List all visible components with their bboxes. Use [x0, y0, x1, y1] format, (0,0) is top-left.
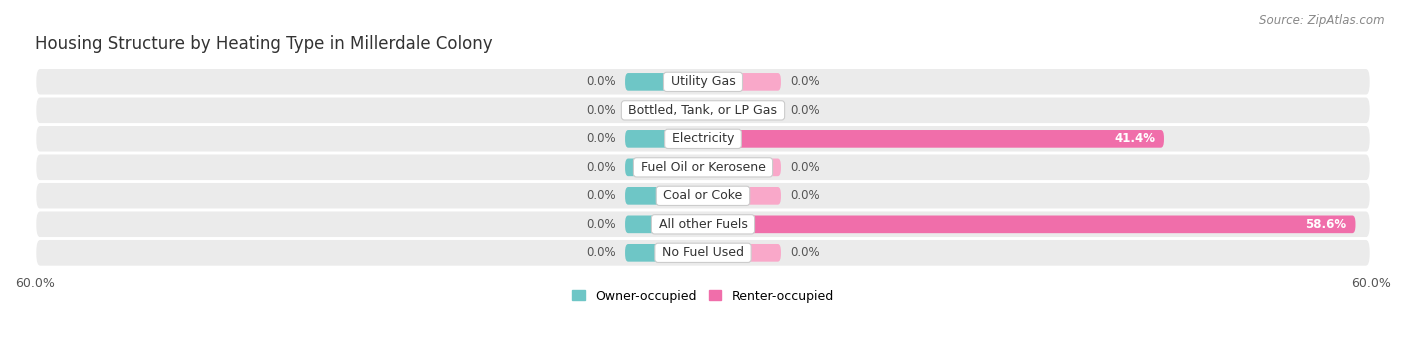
Text: 0.0%: 0.0% — [586, 132, 616, 145]
FancyBboxPatch shape — [703, 73, 780, 91]
Text: 0.0%: 0.0% — [790, 189, 820, 202]
FancyBboxPatch shape — [703, 216, 1355, 233]
FancyBboxPatch shape — [626, 130, 703, 148]
FancyBboxPatch shape — [35, 96, 1371, 124]
Text: 0.0%: 0.0% — [790, 161, 820, 174]
FancyBboxPatch shape — [626, 244, 703, 262]
Legend: Owner-occupied, Renter-occupied: Owner-occupied, Renter-occupied — [572, 290, 834, 302]
FancyBboxPatch shape — [703, 244, 780, 262]
Text: 0.0%: 0.0% — [586, 104, 616, 117]
Text: 0.0%: 0.0% — [790, 246, 820, 259]
Text: 0.0%: 0.0% — [790, 104, 820, 117]
FancyBboxPatch shape — [35, 239, 1371, 267]
Text: 0.0%: 0.0% — [790, 75, 820, 88]
Text: 58.6%: 58.6% — [1305, 218, 1347, 231]
Text: Utility Gas: Utility Gas — [666, 75, 740, 88]
FancyBboxPatch shape — [626, 102, 703, 119]
FancyBboxPatch shape — [626, 73, 703, 91]
FancyBboxPatch shape — [626, 216, 703, 233]
Text: 0.0%: 0.0% — [586, 161, 616, 174]
Text: Fuel Oil or Kerosene: Fuel Oil or Kerosene — [637, 161, 769, 174]
FancyBboxPatch shape — [626, 187, 703, 205]
Text: No Fuel Used: No Fuel Used — [658, 246, 748, 259]
FancyBboxPatch shape — [703, 159, 780, 176]
Text: 0.0%: 0.0% — [586, 75, 616, 88]
Text: Electricity: Electricity — [668, 132, 738, 145]
FancyBboxPatch shape — [703, 187, 780, 205]
Text: Source: ZipAtlas.com: Source: ZipAtlas.com — [1260, 14, 1385, 27]
FancyBboxPatch shape — [35, 182, 1371, 210]
Text: Bottled, Tank, or LP Gas: Bottled, Tank, or LP Gas — [624, 104, 782, 117]
Text: All other Fuels: All other Fuels — [655, 218, 751, 231]
Text: 0.0%: 0.0% — [586, 189, 616, 202]
FancyBboxPatch shape — [35, 210, 1371, 239]
Text: 41.4%: 41.4% — [1114, 132, 1156, 145]
FancyBboxPatch shape — [626, 159, 703, 176]
FancyBboxPatch shape — [703, 130, 1164, 148]
FancyBboxPatch shape — [35, 153, 1371, 182]
Text: Housing Structure by Heating Type in Millerdale Colony: Housing Structure by Heating Type in Mil… — [35, 35, 492, 54]
FancyBboxPatch shape — [703, 102, 780, 119]
FancyBboxPatch shape — [35, 68, 1371, 96]
FancyBboxPatch shape — [35, 124, 1371, 153]
Text: 0.0%: 0.0% — [586, 246, 616, 259]
Text: 0.0%: 0.0% — [586, 218, 616, 231]
Text: Coal or Coke: Coal or Coke — [659, 189, 747, 202]
